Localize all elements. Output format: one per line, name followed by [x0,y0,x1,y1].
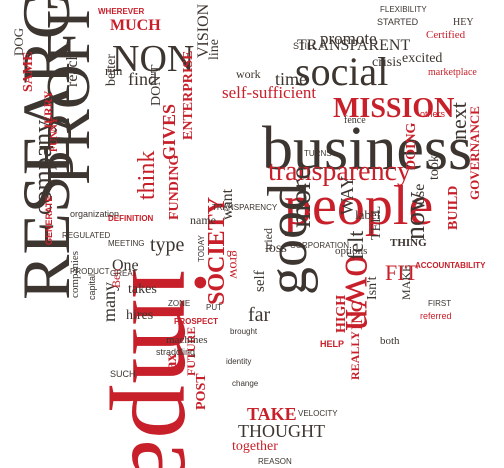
cloud-word: MAKE [399,264,413,300]
cloud-word: better [104,54,119,86]
cloud-word: HELP [320,339,345,349]
cloud-word: One [112,257,139,274]
cloud-word: more [284,166,317,228]
cloud-word: find [128,69,157,89]
cloud-word: took [427,155,442,180]
cloud-word: WAY [337,175,357,215]
cloud-word: GOVERNANCE [467,106,482,200]
cloud-word: crisis [372,55,402,70]
cloud-word: change [232,379,259,388]
cloud-word: POST [194,373,209,410]
cloud-word: TRANSPARENCY [212,203,278,212]
cloud-word: identity [226,357,252,366]
cloud-word: NON [112,38,195,80]
cloud-word: PROSPECT [174,317,219,326]
cloud-word: work [236,67,261,81]
cloud-word: Isn't [365,276,380,300]
cloud-word: use [411,183,428,205]
cloud-word: companies [69,250,81,298]
cloud-word: INC [349,300,366,330]
cloud-word: DEFINITION [108,214,154,223]
cloud-word: TELL [369,205,384,240]
cloud-word: transparency [268,156,412,187]
cloud-word: STARTED [377,17,419,27]
cloud-word: referred [420,311,452,321]
cloud-word: TODAY [197,235,206,262]
cloud-word: FUNNY [49,117,60,152]
cloud-word: business [262,115,473,183]
cloud-word: Certified [426,29,466,41]
cloud-word: PRODUCT [70,267,110,276]
cloud-word: FIT [385,260,418,285]
cloud-word: GREAT [110,269,137,278]
cloud-word: name [190,213,216,227]
cloud-word: excited [402,51,443,66]
cloud-word: HIGH [334,294,349,333]
cloud-word: BUILD [446,185,461,230]
cloud-word: GIVES [159,103,179,160]
cloud-word: PUT [206,303,222,312]
cloud-word: grow [226,250,241,279]
cloud-word: others [420,109,446,119]
cloud-word: VELOCITY [298,409,338,418]
cloud-word: capital [87,273,97,300]
cloud-word: machines [166,334,208,346]
cloud-word: FIRST [428,299,452,308]
cloud-word: label [355,207,381,222]
cloud-word: ENTERPRISE [181,50,196,140]
cloud-word: MEETING [108,239,145,248]
cloud-word: REASON [258,457,292,466]
cloud-word: DON'T [149,64,164,106]
cloud-word: time [275,69,307,89]
cloud-word: FLEXIBILITY [380,5,427,14]
cloud-word: MUCH [110,17,161,34]
cloud-word: together [232,439,278,454]
cloud-word: DOING [404,122,419,170]
cloud-word: ZONE [168,299,191,308]
cloud-word: tried [261,228,275,250]
cloud-word: self [252,270,268,292]
cloud-word: REALLY [348,331,362,380]
cloud-word: marketplace [428,67,477,78]
cloud-word: promote [320,29,377,48]
cloud-word: fence [344,115,366,126]
cloud-word: many [99,282,119,322]
cloud-word: social [295,49,389,94]
cloud-word: reach [64,52,81,87]
cloud-word: options [335,245,368,257]
cloud-word: loss [265,241,287,256]
cloud-word: THOUGHT [238,421,325,441]
cloud-word: CORPORATION [290,241,349,250]
cloud-word: type [150,234,185,256]
cloud-word: MISSION [333,93,455,124]
cloud-word: WHEREVER [98,7,145,16]
cloud-word: line [207,39,222,60]
cloud-word: SAME [21,51,36,92]
cloud-word: self-sufficient [222,83,317,102]
cloud-word: SUCH [110,369,136,379]
cloud-word: TAKE [247,404,297,424]
cloud-word: takes [128,282,157,297]
cloud-word: TRANSPARENT [297,37,411,54]
cloud-word: REGULATED [62,231,111,240]
cloud-word: think [134,150,160,200]
cloud-word: ACCOUNTABILITY [415,261,486,270]
cloud-word: DOG [11,27,26,56]
cloud-word: THING [390,237,427,249]
cloud-word: organization [70,209,120,219]
cloud-word: brought [230,327,258,336]
cloud-word: far [248,304,271,326]
cloud-word: straddling [156,347,196,357]
cloud-word: TURNS [304,149,332,158]
cloud-word: FUNDING [167,154,182,220]
cloud-word: HEY [453,17,474,28]
cloud-word: people [284,175,434,237]
cloud-word: GENERATE [44,195,54,245]
cloud-word: both [380,335,400,347]
cloud-word: STILL [293,41,318,51]
cloud-word: hires [126,308,154,323]
cloud-word: run [105,63,123,78]
